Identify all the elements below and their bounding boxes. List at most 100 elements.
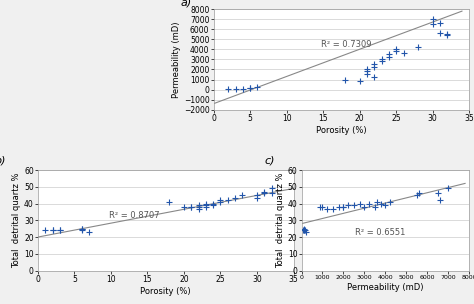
- Point: [254, 85, 261, 90]
- Point: [253, 196, 261, 201]
- Point: [300, 226, 308, 231]
- Text: R² = 0.8707: R² = 0.8707: [109, 211, 160, 220]
- Point: [217, 199, 224, 204]
- X-axis label: Permeability (mD): Permeability (mD): [347, 282, 424, 292]
- Point: [41, 228, 49, 233]
- Point: [302, 230, 310, 234]
- Point: [371, 205, 379, 209]
- Point: [377, 201, 385, 206]
- Point: [382, 203, 389, 208]
- Point: [336, 205, 343, 209]
- Y-axis label: Total  detrital quartz %: Total detrital quartz %: [276, 173, 285, 268]
- Point: [253, 193, 261, 198]
- Point: [363, 72, 371, 77]
- Point: [445, 186, 452, 191]
- Point: [202, 205, 210, 209]
- Point: [49, 228, 56, 233]
- Point: [341, 78, 349, 82]
- Point: [365, 201, 373, 206]
- Point: [165, 199, 173, 204]
- Point: [378, 59, 385, 64]
- Point: [202, 201, 210, 206]
- Point: [85, 230, 93, 234]
- Point: [300, 228, 308, 233]
- Point: [344, 203, 351, 208]
- Point: [363, 67, 371, 72]
- Point: [356, 201, 364, 206]
- Text: R² = 0.6551: R² = 0.6551: [355, 228, 406, 237]
- Point: [210, 201, 217, 206]
- Point: [323, 206, 330, 211]
- Point: [429, 17, 437, 22]
- Point: [415, 191, 423, 196]
- Point: [195, 206, 202, 211]
- Text: c): c): [264, 156, 275, 166]
- Point: [180, 205, 188, 209]
- Point: [385, 52, 393, 57]
- Point: [78, 226, 85, 231]
- Point: [363, 69, 371, 74]
- Point: [301, 228, 309, 233]
- Point: [329, 206, 337, 211]
- Point: [350, 203, 358, 208]
- Point: [400, 51, 407, 56]
- Point: [385, 55, 393, 60]
- Point: [356, 78, 364, 83]
- Point: [49, 228, 56, 233]
- Point: [238, 193, 246, 198]
- Text: R² = 0.7309: R² = 0.7309: [321, 40, 372, 49]
- Point: [56, 228, 64, 233]
- Point: [413, 193, 420, 198]
- Point: [246, 85, 254, 90]
- Point: [371, 62, 378, 67]
- Point: [444, 32, 451, 37]
- Text: b): b): [0, 156, 6, 166]
- Point: [299, 228, 306, 233]
- Point: [202, 203, 210, 208]
- Point: [217, 198, 224, 202]
- Point: [261, 189, 268, 194]
- Point: [392, 47, 400, 52]
- Point: [195, 205, 202, 209]
- Point: [319, 205, 326, 209]
- Point: [436, 31, 444, 36]
- Point: [317, 205, 324, 209]
- Point: [246, 86, 254, 91]
- Point: [371, 75, 378, 80]
- Point: [210, 203, 217, 208]
- Point: [300, 228, 308, 233]
- Point: [224, 198, 232, 202]
- Point: [371, 65, 378, 70]
- Point: [444, 33, 451, 38]
- X-axis label: Porosity (%): Porosity (%): [140, 286, 191, 295]
- Point: [436, 21, 444, 26]
- Point: [436, 198, 444, 202]
- Point: [239, 86, 246, 91]
- Y-axis label: Permeability (mD): Permeability (mD): [172, 21, 181, 98]
- Point: [232, 87, 239, 92]
- Point: [340, 205, 347, 209]
- Point: [392, 49, 400, 54]
- Point: [373, 199, 381, 204]
- Point: [78, 226, 85, 231]
- Point: [378, 57, 385, 62]
- Point: [261, 191, 268, 196]
- Point: [225, 87, 232, 92]
- Point: [340, 205, 347, 209]
- Point: [231, 196, 239, 201]
- Point: [414, 45, 422, 50]
- Point: [429, 22, 437, 27]
- Point: [195, 203, 202, 208]
- Point: [361, 205, 368, 209]
- Point: [78, 228, 85, 233]
- Point: [386, 199, 393, 204]
- X-axis label: Porosity (%): Porosity (%): [316, 126, 367, 135]
- Point: [56, 228, 64, 233]
- Point: [188, 205, 195, 209]
- Text: a): a): [181, 0, 191, 7]
- Point: [188, 205, 195, 209]
- Point: [268, 186, 275, 191]
- Point: [434, 191, 442, 196]
- Point: [268, 191, 275, 196]
- Y-axis label: Total  detrital quartz %: Total detrital quartz %: [12, 173, 21, 268]
